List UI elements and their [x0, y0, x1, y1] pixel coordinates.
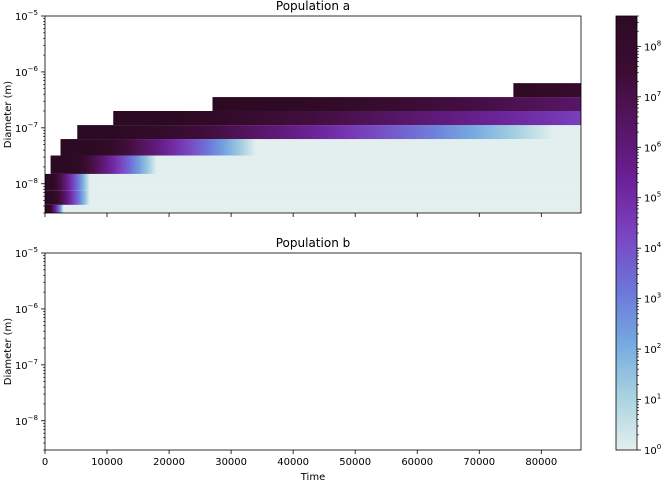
heatmap-cell	[113, 111, 582, 126]
colorbar-tick-label: 101	[644, 393, 661, 407]
colorbar-tick-label: 103	[644, 292, 661, 306]
colorbar-tick-label: 106	[644, 140, 662, 154]
x-ticks-b: 0 10000 20000 30000 40000 50000 60000 70000 8000…	[42, 450, 557, 468]
axes-frame-a	[44, 15, 582, 214]
x-tick-label: 0	[42, 457, 48, 468]
colorbar-tick-label: 108	[644, 39, 661, 53]
heatmap-cells-a	[45, 83, 582, 213]
x-tick-label: 50000	[339, 457, 371, 468]
y-ticks-a: 10−8 10−7 10−6 10−5	[15, 9, 45, 214]
y-axis-label-a: Diameter (m)	[3, 81, 14, 149]
colorbar-tick-label: 105	[644, 191, 661, 205]
x-tick-label: 60000	[401, 457, 433, 468]
heatmap-cell	[77, 125, 581, 140]
chart-title-a: Population a	[276, 0, 350, 13]
x-tick-label: 10000	[91, 457, 123, 468]
heatmap-cell	[60, 139, 581, 156]
y-tick-label: 10−7	[15, 121, 38, 135]
x-ticks-a	[44, 213, 542, 217]
y-tick-label: 10−5	[15, 246, 38, 260]
panel-population-a: 10−8 10−7 10−6 10−5 Population a Diameter (…	[3, 0, 582, 217]
heatmap-cell	[45, 190, 581, 205]
colorbar: 100 101 102 103 104 105 106 107 108	[615, 15, 662, 457]
colorbar-tick-label: 104	[644, 241, 662, 255]
x-axis-label-b: Time	[300, 472, 325, 481]
y-ticks-b: 10−8 10−7 10−6 10−5	[15, 246, 45, 451]
heatmap-cell	[212, 97, 581, 112]
y-tick-label: 10−8	[15, 177, 38, 191]
heatmap-cell	[45, 173, 581, 191]
y-tick-label: 10−5	[15, 9, 38, 23]
x-tick-label: 70000	[463, 457, 495, 468]
y-axis-label-b: Diameter (m)	[3, 318, 14, 386]
y-tick-label: 10−8	[15, 414, 38, 428]
heatmap-cell	[45, 204, 581, 213]
heatmap-cell	[50, 155, 582, 174]
colorbar-tick-label: 100	[644, 443, 661, 457]
axes-frame-b	[44, 252, 582, 451]
x-tick-label: 80000	[525, 457, 557, 468]
chart-title-b: Population b	[276, 236, 350, 250]
colorbar-gradient	[616, 16, 637, 450]
y-tick-label: 10−6	[15, 65, 39, 79]
colorbar-tick-label: 102	[644, 342, 661, 356]
x-tick-label: 40000	[277, 457, 309, 468]
x-tick-label: 30000	[215, 457, 247, 468]
y-tick-label: 10−6	[15, 302, 39, 316]
x-tick-label: 20000	[153, 457, 185, 468]
colorbar-ticks: 100 101 102 103 104 105 106 107 108	[637, 15, 662, 457]
panel-population-b: 0 10000 20000 30000 40000 50000 60000 70000 8000…	[3, 236, 582, 481]
y-tick-label: 10−7	[15, 358, 38, 372]
colorbar-tick-label: 107	[644, 90, 661, 104]
heatmap-cell	[513, 83, 581, 98]
